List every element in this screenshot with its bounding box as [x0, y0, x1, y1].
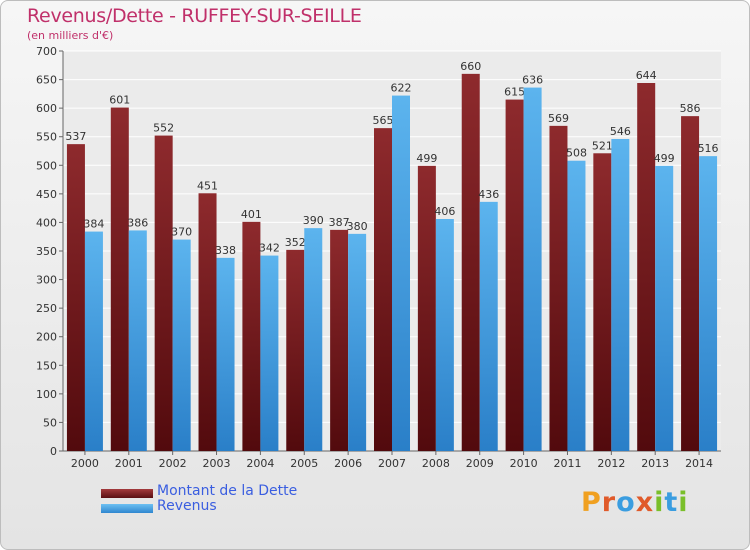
y-tick-label: 200 [36, 331, 57, 344]
data-label-dette: 660 [460, 60, 481, 73]
data-label-dette: 521 [592, 139, 613, 152]
proxiti-logo: Proxiti [581, 487, 689, 518]
bar-revenus [304, 228, 323, 451]
x-tick-label: 2002 [159, 457, 187, 470]
x-tick-label: 2008 [422, 457, 450, 470]
y-tick-label: 550 [36, 131, 57, 144]
bar-dette [110, 107, 129, 452]
data-label-revenus: 342 [259, 242, 280, 255]
data-label-revenus: 499 [654, 152, 675, 165]
bar-dette [198, 193, 217, 452]
bar-dette [549, 125, 568, 451]
data-label-dette: 644 [636, 69, 657, 82]
x-tick-label: 2001 [115, 457, 143, 470]
x-tick-label: 2012 [597, 457, 625, 470]
y-tick-label: 0 [50, 445, 57, 458]
x-tick-label: 2005 [290, 457, 318, 470]
bar-revenus [611, 139, 630, 451]
y-tick-label: 350 [36, 245, 57, 258]
legend-label-revenus: Revenus [157, 498, 217, 514]
data-label-revenus: 508 [566, 147, 587, 160]
x-tick-label: 2010 [510, 457, 538, 470]
x-tick-label: 2007 [378, 457, 406, 470]
chart-title: Revenus/Dette - RUFFEY-SUR-SEILLE [27, 5, 362, 27]
y-tick-label: 300 [36, 274, 57, 287]
data-label-revenus: 636 [522, 74, 543, 87]
y-tick-label: 650 [36, 74, 57, 87]
data-label-revenus: 384 [83, 218, 104, 231]
data-label-dette: 451 [197, 179, 218, 192]
x-tick-label: 2013 [641, 457, 669, 470]
bar-revenus [260, 255, 279, 451]
x-tick-label: 2003 [203, 457, 231, 470]
bar-dette [637, 83, 656, 451]
bar-dette [154, 135, 173, 452]
bar-dette [330, 229, 349, 451]
y-tick-label: 400 [36, 216, 57, 229]
bar-revenus [435, 219, 454, 451]
bar-dette [374, 128, 392, 451]
bar-dette [681, 116, 700, 452]
bar-dette [286, 249, 305, 451]
y-tick-label: 150 [36, 359, 57, 372]
x-tick-label: 2011 [553, 457, 581, 470]
data-label-dette: 401 [241, 208, 262, 221]
data-label-revenus: 386 [127, 216, 148, 229]
y-tick-label: 700 [36, 45, 57, 58]
bar-revenus [699, 156, 718, 451]
y-tick-label: 450 [36, 188, 57, 201]
y-tick-label: 500 [36, 159, 57, 172]
data-label-revenus: 406 [434, 205, 455, 218]
bar-dette [417, 165, 436, 451]
y-tick-label: 250 [36, 302, 57, 315]
bar-revenus [128, 230, 147, 451]
x-tick-label: 2006 [334, 457, 362, 470]
data-label-dette: 569 [548, 112, 569, 125]
data-label-revenus: 516 [698, 142, 719, 155]
data-label-revenus: 380 [347, 220, 368, 233]
y-tick-label: 50 [43, 416, 57, 429]
data-label-dette: 565 [373, 114, 394, 127]
bar-revenus [567, 160, 586, 451]
data-label-dette: 387 [329, 216, 350, 229]
data-label-revenus: 370 [171, 226, 192, 239]
bar-revenus [479, 201, 498, 451]
data-label-dette: 537 [65, 130, 86, 143]
x-tick-label: 2014 [685, 457, 713, 470]
bar-revenus [392, 95, 410, 452]
x-tick-label: 2004 [246, 457, 274, 470]
bar-dette [505, 99, 524, 452]
data-label-revenus: 390 [303, 214, 324, 227]
legend-swatch-revenus [101, 504, 153, 513]
data-label-revenus: 546 [610, 125, 631, 138]
data-label-revenus: 436 [478, 188, 499, 201]
bar-revenus [216, 257, 235, 451]
data-label-dette: 586 [680, 102, 701, 115]
data-label-revenus: 338 [215, 244, 236, 257]
chart-subtitle: (en milliers d'€) [27, 29, 114, 42]
bar-dette [242, 221, 261, 451]
data-label-dette: 499 [416, 152, 437, 165]
y-tick-label: 100 [36, 388, 57, 401]
bar-dette [461, 73, 480, 451]
bar-revenus [172, 239, 191, 451]
bar-dette [66, 144, 85, 451]
bar-revenus [84, 231, 103, 451]
data-label-revenus: 622 [391, 82, 412, 95]
y-tick-label: 600 [36, 102, 57, 115]
bar-dette [593, 153, 612, 452]
bar-revenus [348, 233, 367, 451]
x-tick-label: 2000 [71, 457, 99, 470]
data-label-dette: 615 [504, 86, 525, 99]
legend-label-dette: Montant de la Dette [157, 483, 298, 499]
bar-revenus [523, 87, 542, 452]
data-label-dette: 601 [109, 94, 130, 107]
data-label-dette: 552 [153, 122, 174, 135]
legend-swatch-dette [101, 489, 153, 498]
data-label-dette: 352 [285, 236, 306, 249]
bar-revenus [655, 165, 674, 451]
x-tick-label: 2009 [466, 457, 494, 470]
